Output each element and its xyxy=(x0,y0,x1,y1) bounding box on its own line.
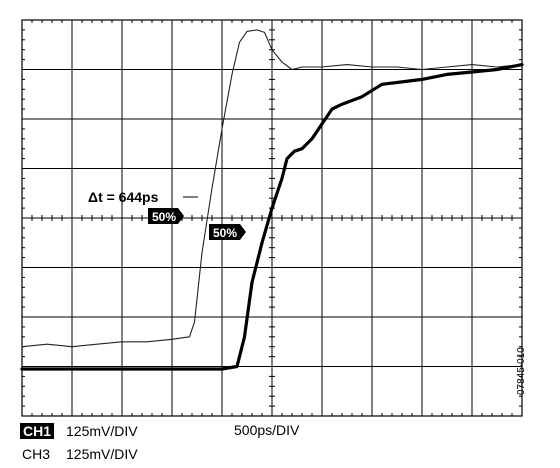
marker-50-ch3-label: 50% xyxy=(152,210,176,224)
ch3-scale: 125mV/DIV xyxy=(66,446,138,462)
annotations: Δt = 644ps 50% 50% xyxy=(88,189,246,240)
figure-code: 07845-010 xyxy=(516,347,527,395)
graticule xyxy=(21,19,523,417)
marker-50-ch3: 50% xyxy=(148,208,184,224)
timebase-label: 500ps/DIV xyxy=(234,422,300,438)
ch1-trace xyxy=(20,62,524,371)
ch1-label: CH1 xyxy=(20,423,55,439)
traces xyxy=(20,29,524,371)
marker-50-ch1: 50% xyxy=(209,224,246,240)
ch3-label: CH3 xyxy=(22,446,51,462)
ch1-scale: 125mV/DIV xyxy=(66,423,138,439)
marker-50-ch1-label: 50% xyxy=(213,226,237,240)
oscilloscope-plot: Δt = 644ps 50% 50% xyxy=(20,19,524,417)
ch3-trace xyxy=(21,29,523,348)
delta-t-annotation: Δt = 644ps xyxy=(88,189,159,205)
